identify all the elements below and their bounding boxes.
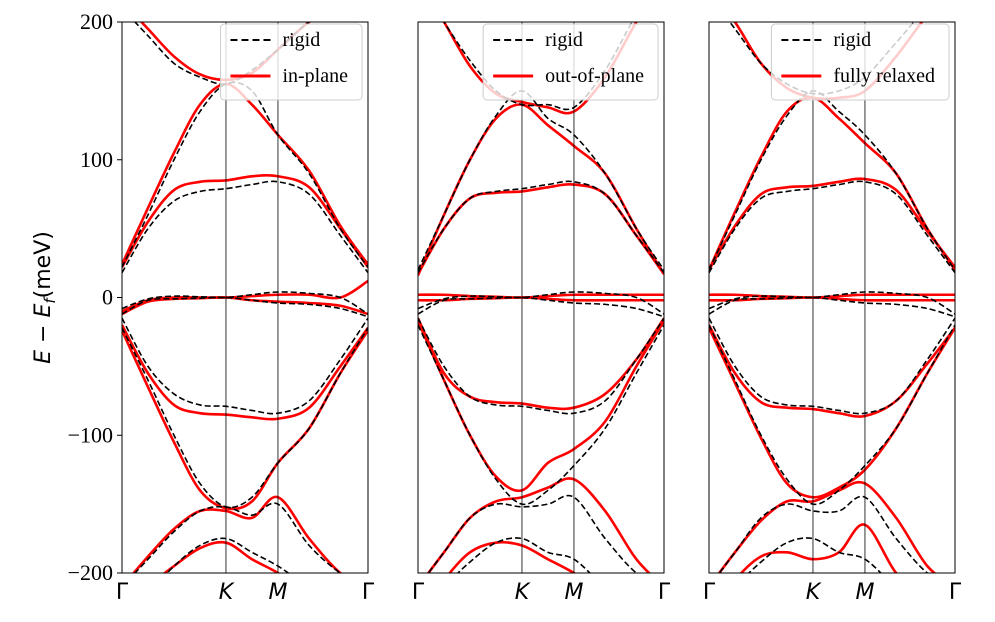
band-line bbox=[133, 502, 342, 573]
x-tick-label: M bbox=[855, 580, 874, 605]
band-line bbox=[426, 477, 651, 573]
x-tick-label: Γ bbox=[412, 580, 425, 605]
band-line bbox=[709, 291, 955, 315]
x-tick-label: M bbox=[268, 580, 287, 605]
band-line bbox=[418, 182, 664, 275]
y-tick-label: 100 bbox=[80, 147, 113, 172]
band-line bbox=[747, 537, 882, 573]
y-label-sub: f bbox=[41, 296, 59, 304]
x-tick-label: K bbox=[515, 580, 531, 605]
legend-box bbox=[482, 23, 659, 101]
legend-label: rigid bbox=[833, 29, 871, 51]
legend-box bbox=[770, 23, 950, 101]
band-line bbox=[122, 329, 368, 511]
axes-frame bbox=[121, 21, 369, 574]
band-line bbox=[709, 96, 955, 271]
x-tick-label: M bbox=[564, 580, 583, 605]
band-line bbox=[122, 279, 368, 313]
band-line bbox=[122, 173, 368, 268]
band-line bbox=[418, 324, 664, 506]
x-tick-label: Γ bbox=[362, 580, 375, 605]
y-tick-label: 200 bbox=[80, 9, 113, 34]
legend-label: rigid bbox=[282, 29, 320, 51]
y-tick-label: −100 bbox=[68, 422, 113, 447]
x-tick-label: Γ bbox=[658, 580, 671, 605]
band-line bbox=[122, 291, 368, 315]
band-line bbox=[122, 296, 368, 318]
band-line bbox=[448, 540, 577, 573]
x-tick-label: K bbox=[219, 580, 235, 605]
band-line bbox=[418, 90, 664, 271]
y-tick-label: −200 bbox=[68, 560, 113, 585]
x-tick-label: K bbox=[806, 580, 822, 605]
band-line bbox=[162, 540, 281, 573]
band-line bbox=[122, 180, 368, 274]
band-line bbox=[122, 317, 368, 415]
band-line bbox=[418, 180, 664, 274]
band-line bbox=[717, 480, 937, 573]
band-line bbox=[418, 296, 664, 318]
y-axis-label: E − Ef(meV) bbox=[31, 231, 59, 364]
legend-label: fully relaxed bbox=[833, 65, 935, 87]
axes-frame bbox=[417, 21, 665, 574]
band-line bbox=[709, 296, 955, 318]
legend: rigid in-plane bbox=[219, 23, 363, 101]
legend-label: out-of-plane bbox=[545, 65, 644, 87]
band-line bbox=[709, 90, 955, 271]
band-line bbox=[709, 324, 955, 506]
band-line bbox=[709, 324, 955, 418]
band-line bbox=[122, 81, 368, 268]
band-line bbox=[427, 494, 638, 573]
band-line bbox=[122, 324, 368, 421]
band-line bbox=[131, 495, 343, 573]
legend-box bbox=[219, 23, 363, 101]
legend: rigid fully relaxed bbox=[770, 23, 950, 101]
band-line bbox=[418, 317, 664, 411]
band-line bbox=[456, 537, 591, 573]
band-line bbox=[709, 317, 955, 415]
legend: rigid out-of-plane bbox=[482, 23, 659, 101]
band-line bbox=[418, 317, 664, 415]
x-tick-label: Γ bbox=[949, 580, 962, 605]
y-label-unit: (meV) bbox=[31, 231, 56, 298]
band-line bbox=[418, 103, 664, 276]
legend-label: rigid bbox=[545, 29, 583, 51]
axes-frame bbox=[708, 21, 956, 574]
band-line bbox=[709, 180, 955, 274]
band-line bbox=[709, 177, 955, 271]
band-line bbox=[122, 82, 368, 266]
x-tick-label: Γ bbox=[703, 580, 716, 605]
y-tick-label: 0 bbox=[102, 285, 113, 310]
x-tick-label: Γ bbox=[116, 580, 129, 605]
legend-label: in-plane bbox=[282, 65, 348, 87]
band-line bbox=[166, 537, 290, 573]
band-line bbox=[739, 523, 898, 573]
plot-area bbox=[418, 22, 664, 573]
band-line bbox=[418, 291, 664, 315]
band-line bbox=[718, 495, 929, 573]
y-label-part: E − E bbox=[31, 304, 56, 364]
